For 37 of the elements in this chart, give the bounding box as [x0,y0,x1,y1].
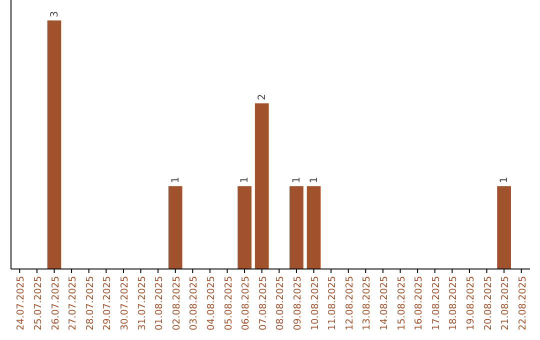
x-tick-label: 17.08.2025 [430,276,442,330]
x-tick-label: 09.08.2025 [292,276,304,330]
data-label: 2 [256,94,268,100]
x-tick-label: 16.08.2025 [414,276,425,330]
x-tick-label: 08.08.2025 [275,276,286,330]
x-tick-label: 11.08.2025 [327,276,338,330]
x-tick-label: 26.07.2025 [50,276,62,330]
x-tick-label: 04.08.2025 [206,276,217,330]
x-tick-label: 07.08.2025 [258,276,269,330]
x-tick-label: 25.07.2025 [32,276,44,330]
x-tick-label: 31.07.2025 [136,276,148,330]
x-tick-label: 15.08.2025 [396,276,408,330]
x-tick-label: 30.07.2025 [119,276,130,330]
x-tick-label: 21.08.2025 [500,276,512,330]
data-label: 1 [170,176,182,184]
x-tick-label: 02.08.2025 [171,276,182,330]
x-tick-label: 22.08.2025 [517,276,528,330]
x-tick-label: 19.08.2025 [465,276,476,330]
x-tick-label: 13.08.2025 [362,276,373,330]
x-tick-label: 03.08.2025 [188,276,200,330]
x-tick-label: 14.08.2025 [378,276,390,330]
x-tick-label: 18.08.2025 [448,276,460,330]
data-label: 1 [240,176,251,184]
x-tick-label: 27.07.2025 [68,276,79,330]
x-tick-label: 24.07.2025 [16,276,27,330]
data-label: 1 [308,176,320,184]
x-tick-label: 28.07.2025 [84,276,96,330]
x-tick-label: 10.08.2025 [310,276,321,330]
x-tick-label: 05.08.2025 [223,276,234,330]
data-label: 3 [49,11,60,18]
data-label: 1 [291,176,302,184]
x-tick-label: 20.08.2025 [482,276,494,330]
x-tick-label: 29.07.2025 [102,276,114,330]
x-tick-label: 01.08.2025 [154,276,166,330]
x-tick-label: 12.08.2025 [344,276,356,330]
x-tick-label: 06.08.2025 [240,276,252,330]
data-label: 1 [499,176,510,184]
